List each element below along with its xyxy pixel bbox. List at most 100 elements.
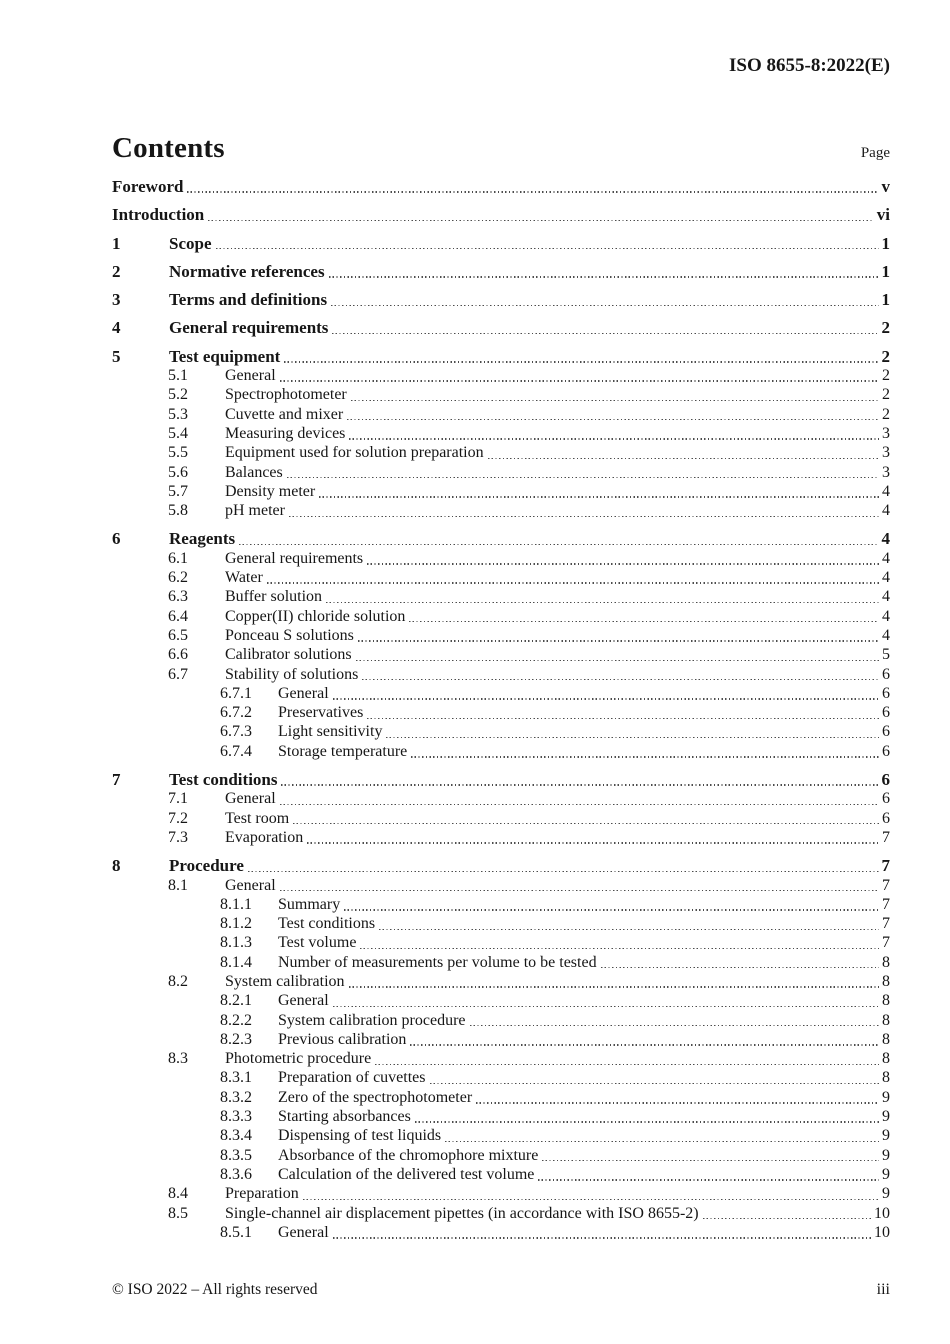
toc-entry[interactable]: 7.3 Evaporation 7 <box>112 828 890 847</box>
toc-entry[interactable]: 8.3.4 Dispensing of test liquids 9 <box>112 1126 890 1145</box>
toc-entry[interactable]: 5 Test equipment 2 <box>112 347 890 366</box>
toc-entry-page: 6 <box>882 809 890 827</box>
toc-entry[interactable]: 8.3.6 Calculation of the delivered test … <box>112 1165 890 1184</box>
dotted-leader <box>411 756 879 758</box>
toc-entry[interactable]: 5.7 Density meter 4 <box>112 482 890 501</box>
page-footer: © ISO 2022 – All rights reserved iii <box>112 1281 890 1299</box>
toc-entry[interactable]: 8.1.4 Number of measurements per volume … <box>112 953 890 972</box>
toc-entry-number: 6.6 <box>168 646 188 664</box>
toc-entry-page: 4 <box>882 588 890 606</box>
toc-entry-page: v <box>881 177 891 196</box>
toc-entry-number: 6.2 <box>168 569 188 587</box>
toc-entry[interactable]: 6.6 Calibrator solutions 5 <box>112 645 890 664</box>
toc-entry[interactable]: 6.3 Buffer solution 4 <box>112 587 890 606</box>
toc-entry[interactable]: 8.1.2 Test conditions 7 <box>112 914 890 933</box>
toc-entry-title: Density meter <box>225 482 316 500</box>
toc-entry-page: 2 <box>881 318 891 338</box>
toc-entry[interactable]: 5.1 General 2 <box>112 366 890 385</box>
dotted-leader <box>702 1217 871 1220</box>
toc-entry[interactable]: 6.1 General requirements 4 <box>112 549 890 568</box>
toc-entry[interactable]: Foreword v <box>112 177 890 196</box>
toc-entry-page: 1 <box>881 290 891 310</box>
toc-entry[interactable]: 6.7 Stability of solutions 6 <box>112 665 890 684</box>
toc-entry[interactable]: 5.8 pH meter 4 <box>112 501 890 520</box>
toc-entry[interactable]: 8.2.1 General 8 <box>112 991 890 1010</box>
toc-entry[interactable]: 8.2.3 Previous calibration 8 <box>112 1030 890 1049</box>
toc-entry-number: 5 <box>112 346 121 366</box>
toc-entry-title: Single-channel air displacement pipettes… <box>225 1204 699 1222</box>
toc-entry-number: 3 <box>112 290 121 310</box>
toc-entry[interactable]: 6.7.3 Light sensitivity 6 <box>112 722 890 741</box>
toc-entry[interactable]: 7 Test conditions 6 <box>112 770 890 789</box>
dotted-leader <box>469 1024 879 1027</box>
toc-entry[interactable]: 8.2.2 System calibration procedure 8 <box>112 1011 890 1030</box>
toc-entry-title: Stability of solutions <box>225 665 359 683</box>
toc-entry[interactable]: 1 Scope 1 <box>112 234 890 253</box>
toc-entry-title: Measuring devices <box>225 424 346 442</box>
toc-entry[interactable]: 5.2 Spectrophotometer 2 <box>112 385 890 404</box>
toc-entry[interactable]: 7.2 Test room 6 <box>112 809 890 828</box>
toc-entry[interactable]: 8.5 Single-channel air displacement pipe… <box>112 1204 890 1223</box>
toc-entry-number: 8.1 <box>168 876 188 894</box>
toc-entry[interactable]: 8.4 Preparation 9 <box>112 1184 890 1203</box>
toc-entry[interactable]: 4 General requirements 2 <box>112 318 890 337</box>
dotted-leader <box>239 543 879 546</box>
toc-entry-page: 10 <box>874 1204 890 1222</box>
toc-entry[interactable]: Introduction vi <box>112 205 890 224</box>
toc-entry-number: 8.3.4 <box>220 1127 252 1145</box>
dotted-leader <box>286 476 879 479</box>
toc-entry[interactable]: 5.3 Cuvette and mixer 2 <box>112 405 890 424</box>
toc-entry[interactable]: 5.5 Equipment used for solution preparat… <box>112 443 890 462</box>
toc-entry[interactable]: 8.3.2 Zero of the spectrophotometer 9 <box>112 1088 890 1107</box>
toc-entry-title: General <box>225 367 276 385</box>
dotted-leader <box>410 1044 879 1046</box>
dotted-leader <box>332 1237 871 1239</box>
toc-entry[interactable]: 6.2 Water 4 <box>112 568 890 587</box>
toc-entry[interactable]: 6.7.4 Storage temperature 6 <box>112 742 890 761</box>
toc-entry-title: Storage temperature <box>278 742 408 760</box>
dotted-leader <box>281 784 879 786</box>
toc-entry[interactable]: 5.4 Measuring devices 3 <box>112 424 890 443</box>
toc-entry-page: 8 <box>882 992 890 1010</box>
toc-entry-title: Foreword <box>112 177 184 196</box>
toc-entry-page: 7 <box>882 828 890 846</box>
toc-entry[interactable]: 5.6 Balances 3 <box>112 463 890 482</box>
toc-entry[interactable]: 8.2 System calibration 8 <box>112 972 890 991</box>
toc-entry-number: 8.1.2 <box>220 915 252 933</box>
toc-entry[interactable]: 8 Procedure 7 <box>112 856 890 875</box>
toc-entry[interactable]: 8.1 General 7 <box>112 876 890 895</box>
toc-entry[interactable]: 6.4 Copper(II) chloride solution 4 <box>112 607 890 626</box>
dotted-leader <box>279 803 879 806</box>
toc-entry[interactable]: 8.1.3 Test volume 7 <box>112 933 890 952</box>
toc-entry[interactable]: 8.1.1 Summary 7 <box>112 895 890 914</box>
toc-entry[interactable]: 3 Terms and definitions 1 <box>112 290 890 309</box>
dotted-leader <box>344 909 879 911</box>
page-number: iii <box>876 1281 890 1298</box>
toc-entry-number: 5.3 <box>168 405 188 423</box>
toc-entry[interactable]: 6.7.2 Preservatives 6 <box>112 703 890 722</box>
toc-entry[interactable]: 8.5.1 General 10 <box>112 1223 890 1242</box>
toc-entry[interactable]: 8.3.1 Preparation of cuvettes 8 <box>112 1068 890 1087</box>
toc-entry-title: Reagents <box>169 529 236 549</box>
toc-entry-number: 6.4 <box>168 607 188 625</box>
toc-entry[interactable]: 6.7.1 General 6 <box>112 684 890 703</box>
toc-entry[interactable]: 8.3 Photometric procedure 8 <box>112 1049 890 1068</box>
dotted-leader <box>375 1063 879 1065</box>
toc-entry-number: 5.7 <box>168 482 188 500</box>
toc-entry[interactable]: 6.5 Ponceau S solutions 4 <box>112 626 890 645</box>
toc-entry-title: General <box>278 1223 329 1241</box>
toc-entry-page: 8 <box>882 1069 890 1087</box>
dotted-leader <box>414 1121 879 1123</box>
toc-entry-page: 9 <box>882 1088 890 1106</box>
toc-entry-title: Calibrator solutions <box>225 646 352 664</box>
toc-entry-title: Procedure <box>169 856 244 876</box>
toc-entry-title: General requirements <box>169 318 329 338</box>
toc-entry[interactable]: 7.1 General 6 <box>112 789 890 808</box>
toc-entry[interactable]: 8.3.3 Starting absorbances 9 <box>112 1107 890 1126</box>
toc-entry[interactable]: 6 Reagents 4 <box>112 529 890 548</box>
toc-entry-title: Test room <box>225 809 290 827</box>
toc-entry[interactable]: 8.3.5 Absorbance of the chromophore mixt… <box>112 1146 890 1165</box>
toc-entry-title: Introduction <box>112 205 205 225</box>
toc-entry[interactable]: 2 Normative references 1 <box>112 262 890 281</box>
toc-entry-number: 8.5 <box>168 1204 188 1222</box>
